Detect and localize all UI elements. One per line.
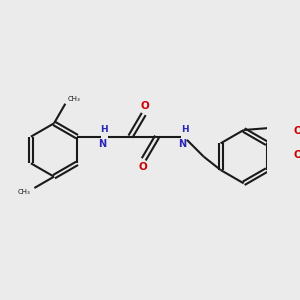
Text: O: O [294,150,300,160]
Text: H: H [100,125,108,134]
Text: O: O [141,101,149,111]
Text: O: O [138,162,147,172]
Text: N: N [98,139,106,149]
Text: N: N [178,139,186,149]
Text: CH₃: CH₃ [18,189,30,195]
Text: O: O [294,126,300,136]
Text: H: H [181,125,189,134]
Text: CH₃: CH₃ [68,96,81,102]
